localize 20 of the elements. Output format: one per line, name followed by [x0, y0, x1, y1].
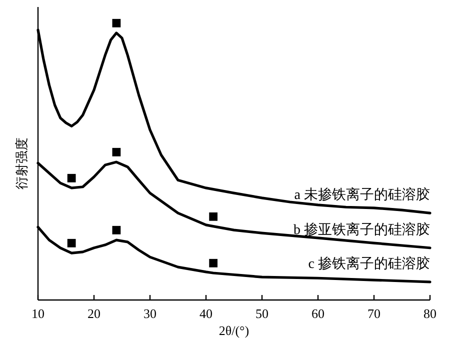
annotation: ■ — [111, 16, 122, 29]
annotation: ■ — [111, 223, 122, 236]
annotation: ■ — [66, 170, 77, 184]
annotation: ■ — [66, 236, 77, 250]
x-tick-label: 50 — [256, 306, 268, 321]
y-axis-title: 衍射强度 — [14, 138, 29, 190]
x-tick-label: 30 — [144, 306, 156, 321]
annotation: ■ — [111, 145, 122, 158]
series-label: c 掺铁离子的硅溶胶 — [308, 256, 430, 272]
x-tick-label: 60 — [312, 306, 324, 321]
x-tick-label: 10 — [32, 306, 44, 321]
series-label: b 掺亚铁离子的硅溶胶 — [294, 222, 430, 238]
annotation: ■ — [208, 209, 218, 222]
x-tick-label: 70 — [368, 306, 380, 321]
x-tick-label: 20 — [88, 306, 100, 321]
x-tick-label: 40 — [200, 306, 212, 321]
x-tick-label: 80 — [424, 306, 436, 321]
series-label: a 未掺铁离子的硅溶胶 — [294, 187, 430, 204]
x-axis-title: 2θ/(°) — [218, 323, 250, 338]
annotation: ■ — [208, 256, 218, 269]
